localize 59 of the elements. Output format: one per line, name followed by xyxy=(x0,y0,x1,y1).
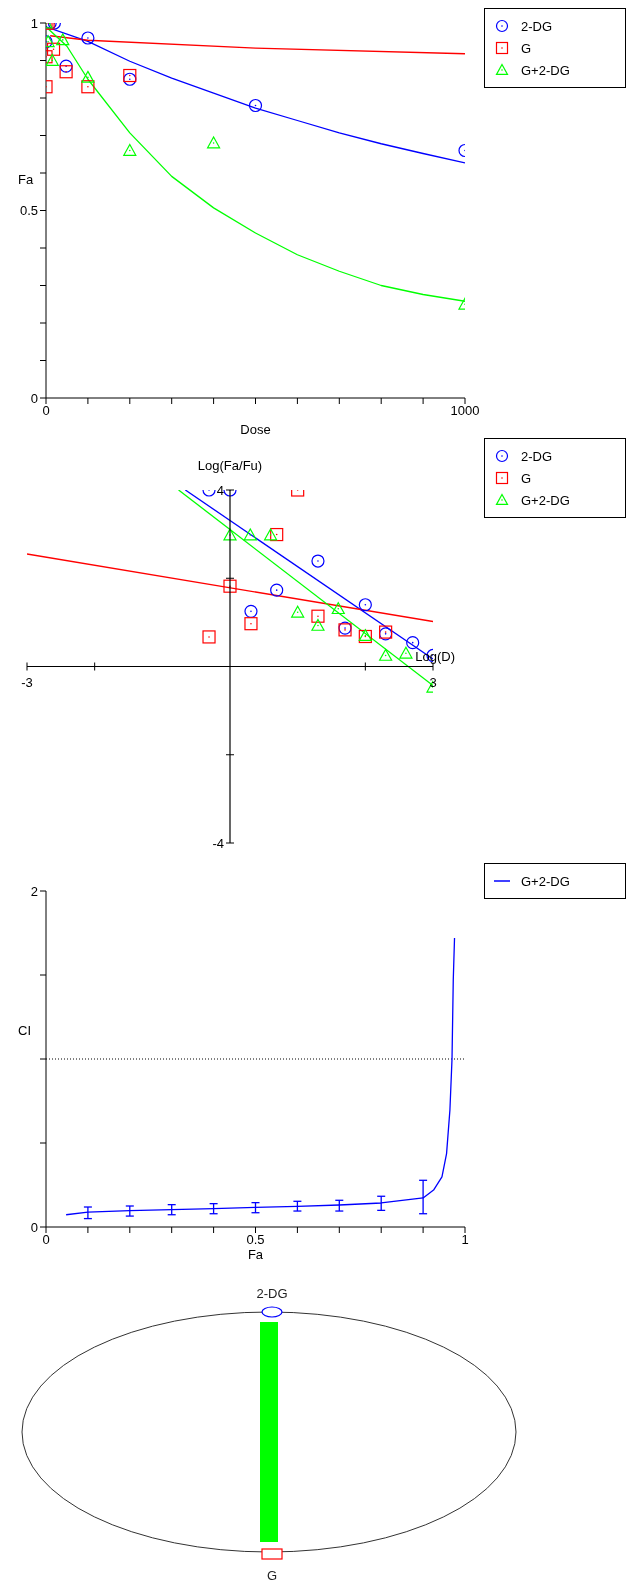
point xyxy=(379,648,393,661)
x-tick-label: 0 xyxy=(42,1232,50,1248)
point xyxy=(202,630,216,644)
point xyxy=(244,617,258,631)
y-axis-title: Log(Fa/Fu) xyxy=(197,458,263,473)
point xyxy=(123,68,137,83)
y-tick-label: 2 xyxy=(30,883,38,899)
y-tick-label: 0 xyxy=(30,390,38,406)
point xyxy=(264,528,278,541)
point xyxy=(358,598,372,612)
y-axis-title: CI xyxy=(18,1023,31,1039)
y-tick-label: 1 xyxy=(30,15,38,31)
point xyxy=(270,527,284,542)
legend-label: G xyxy=(521,40,532,56)
point xyxy=(46,53,59,66)
y-tick-label: 0.5 xyxy=(19,203,38,219)
y-tick-label: -4 xyxy=(212,836,224,851)
legend-label: 2-DG xyxy=(521,448,553,464)
point xyxy=(81,70,95,83)
point xyxy=(311,554,325,568)
y-tick-label: 4 xyxy=(216,483,224,498)
point xyxy=(248,98,263,113)
point xyxy=(207,136,221,149)
point xyxy=(223,579,237,593)
point xyxy=(244,604,258,618)
point xyxy=(46,42,61,56)
point xyxy=(81,31,95,45)
y-tick-label: 0 xyxy=(30,1219,38,1235)
point xyxy=(399,646,413,659)
x-tick-label: 1000 xyxy=(450,403,480,419)
point xyxy=(123,72,137,86)
point xyxy=(291,605,305,618)
point xyxy=(406,636,420,650)
point xyxy=(331,602,345,615)
point xyxy=(270,583,284,597)
x-tick-label: 3 xyxy=(429,674,437,690)
x-tick-label: 0.5 xyxy=(246,1232,265,1248)
x-axis-title: Dose xyxy=(240,422,271,437)
category-label: G xyxy=(266,1568,278,1583)
legend-label: G+2-DG xyxy=(521,62,570,78)
x-axis-title: Fa xyxy=(247,1247,264,1262)
legend-label: G+2-DG xyxy=(521,873,570,889)
point xyxy=(123,143,137,156)
point xyxy=(81,80,95,94)
y-axis-title: Fa xyxy=(18,172,34,188)
point xyxy=(59,65,73,79)
point xyxy=(311,618,325,631)
point xyxy=(59,59,73,73)
x-tick-label: 1 xyxy=(461,1232,469,1248)
legend-label: G+2-DG xyxy=(521,492,570,508)
legend-label: G xyxy=(521,470,532,486)
category-label: 2-DG xyxy=(256,1286,288,1301)
legend-label: 2-DG xyxy=(521,18,553,34)
point xyxy=(56,33,70,46)
point xyxy=(243,528,257,541)
line-series xyxy=(65,937,456,1216)
point xyxy=(311,609,325,623)
point xyxy=(223,528,237,541)
x-tick-label: -3 xyxy=(21,674,33,690)
